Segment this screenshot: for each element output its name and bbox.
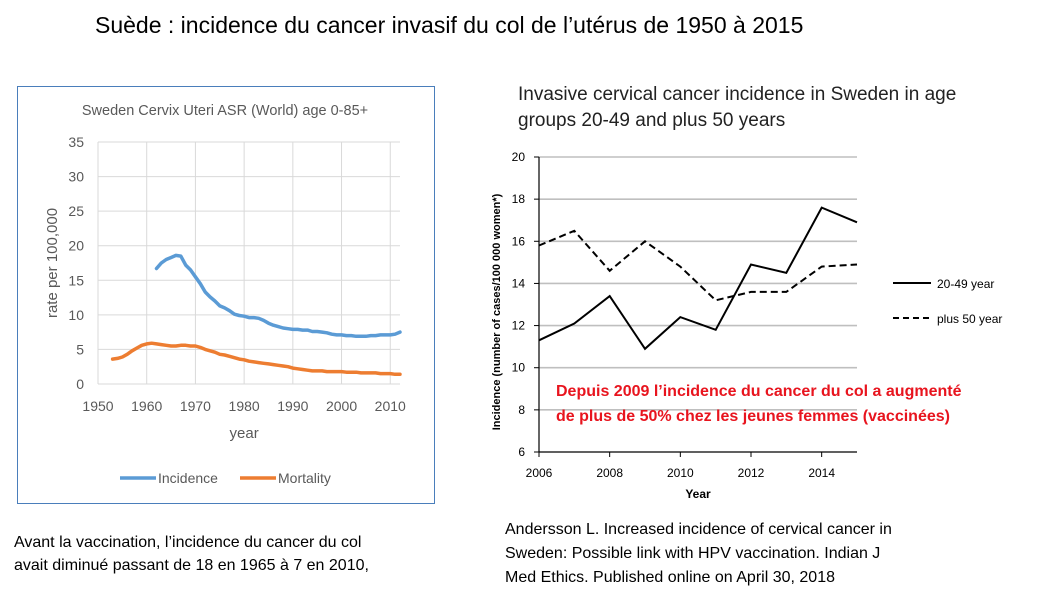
left-y-tick-label: 35 — [68, 134, 84, 150]
right-x-tick-label: 2012 — [738, 466, 765, 480]
right-y-tick-label: 16 — [512, 234, 526, 248]
right-y-axis-label: Incidence (number of cases/100 000 women… — [491, 193, 503, 430]
left-series-line-mortality — [110, 341, 402, 377]
right-x-tick-label: 2014 — [808, 466, 835, 480]
left-y-tick-label: 5 — [76, 341, 84, 357]
left-y-tick-label: 30 — [68, 169, 84, 185]
left-y-tick-label: 15 — [68, 272, 84, 288]
right-x-tick-label: 2006 — [526, 466, 553, 480]
left-y-tick-label: 20 — [68, 238, 84, 254]
left-x-axis-label: year — [230, 425, 259, 442]
left-chart-frame — [17, 86, 435, 504]
left-y-axis-label: rate per 100,000 — [44, 208, 61, 318]
left-legend-label: Incidence — [158, 470, 218, 486]
right-y-tick-label: 10 — [512, 361, 526, 375]
caption-left: Avant la vaccination, l’incidence du can… — [14, 531, 369, 577]
annotation-line: de plus de 50% chez les jeunes femmes (v… — [556, 408, 950, 425]
left-x-tick-label: 2000 — [326, 398, 357, 414]
left-chart-title: Sweden Cervix Uteri ASR (World) age 0-85… — [82, 103, 368, 119]
right-chart-title: Invasive cervical cancer incidence in Sw… — [518, 82, 956, 134]
annotation-note: Depuis 2009 l’incidence du cancer du col… — [556, 379, 961, 429]
right-x-axis-label: Year — [685, 487, 711, 501]
right-series-line-plus-50-year — [538, 229, 858, 302]
left-y-tick-label: 10 — [68, 307, 84, 323]
right-legend-label: 20-49 year — [937, 277, 994, 291]
caption-line: Andersson L. Increased incidence of cerv… — [505, 521, 892, 538]
left-x-tick-label: 1960 — [131, 398, 162, 414]
caption-right: Andersson L. Increased incidence of cerv… — [505, 518, 892, 590]
right-y-tick-label: 12 — [512, 319, 526, 333]
annotation-line: Depuis 2009 l’incidence du cancer du col… — [556, 383, 962, 400]
right-y-tick-label: 6 — [518, 445, 525, 459]
left-x-tick-label: 1950 — [82, 398, 113, 414]
right-y-tick-label: 14 — [512, 276, 526, 290]
caption-line: Sweden: Possible link with HPV vaccinati… — [505, 545, 881, 562]
right-series-line-20-49-year — [538, 206, 858, 351]
left-x-tick-label: 2010 — [375, 398, 406, 414]
left-x-tick-label: 1970 — [180, 398, 211, 414]
right-chart-title-line: groups 20-49 and plus 50 years — [518, 110, 786, 131]
caption-line: Med Ethics. Published online on April 30… — [505, 569, 835, 586]
right-y-tick-label: 20 — [512, 150, 526, 164]
right-legend-label: plus 50 year — [937, 312, 1002, 326]
left-legend-label: Mortality — [278, 470, 331, 486]
left-series-line-incidence — [154, 253, 402, 339]
left-x-tick-label: 1990 — [277, 398, 308, 414]
right-y-tick-label: 18 — [512, 192, 526, 206]
right-x-tick-label: 2010 — [667, 466, 694, 480]
slide-title: Suède : incidence du cancer invasif du c… — [95, 12, 804, 38]
left-y-tick-label: 0 — [76, 376, 84, 392]
right-chart-title-line: Invasive cervical cancer incidence in Sw… — [518, 84, 957, 105]
right-x-tick-label: 2008 — [596, 466, 623, 480]
left-x-tick-label: 1980 — [229, 398, 260, 414]
caption-line: avait diminué passant de 18 en 1965 à 7 … — [14, 557, 369, 574]
left-y-tick-label: 25 — [68, 203, 84, 219]
right-y-tick-label: 8 — [518, 403, 525, 417]
caption-line: Avant la vaccination, l’incidence du can… — [14, 534, 362, 551]
